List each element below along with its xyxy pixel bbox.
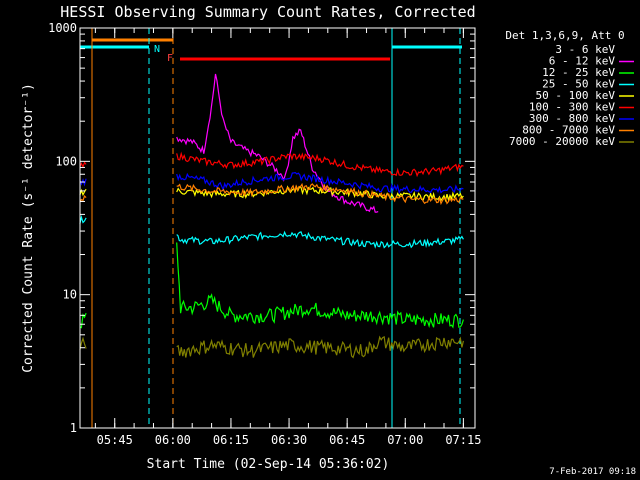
series-line-5 xyxy=(79,151,464,178)
x-tick-label-6: 07:15 xyxy=(445,433,481,447)
series-line-1 xyxy=(176,73,379,213)
mode-guides xyxy=(91,28,461,428)
x-tick-label-1: 06:00 xyxy=(155,433,191,447)
y-axis: 1 10 100 1000 xyxy=(48,21,475,435)
series-line-8 xyxy=(79,335,464,359)
series-line-6 xyxy=(79,171,464,195)
legend-label-2: 12 - 25 keV xyxy=(542,66,615,79)
x-tick-label-0: 05:45 xyxy=(97,433,133,447)
y-tick-label-0: 1 xyxy=(70,421,77,435)
x-tick-label-3: 06:30 xyxy=(271,433,307,447)
legend-label-3: 25 - 50 keV xyxy=(542,78,615,91)
x-tick-label-2: 06:15 xyxy=(213,433,249,447)
series-line-3 xyxy=(79,214,464,249)
flag-label-n: N xyxy=(154,44,160,55)
y-tick-label-3: 1000 xyxy=(48,21,77,35)
legend-label-1: 6 - 12 keV xyxy=(549,55,616,68)
series-line-outline-0 xyxy=(176,102,379,175)
series-lines xyxy=(79,73,464,359)
plot-frame xyxy=(79,27,476,429)
legend-label-7: 800 - 7000 keV xyxy=(522,124,615,137)
legend-label-4: 50 - 100 keV xyxy=(536,89,616,102)
legend-label-6: 300 - 800 keV xyxy=(529,112,615,125)
x-axis: 05:45 06:00 06:15 06:30 06:45 07:00 07:15 xyxy=(94,28,481,447)
flag-bars: NF xyxy=(80,38,462,64)
legend-label-0: 3 - 6 keV xyxy=(555,43,615,56)
y-tick-label-2: 100 xyxy=(55,154,77,168)
legend-title: Det 1,3,6,9, Att 0 xyxy=(505,29,624,42)
flag-label-f: F xyxy=(167,53,173,64)
series-line-7 xyxy=(79,182,464,206)
y-tick-label-1: 10 xyxy=(63,288,77,302)
chart-title: HESSI Observing Summary Count Rates, Cor… xyxy=(60,3,475,21)
x-axis-label: Start Time (02-Sep-14 05:36:02) xyxy=(147,457,390,472)
legend-label-5: 100 - 300 keV xyxy=(529,101,615,114)
footer-date: 7-Feb-2017 09:18 xyxy=(549,467,636,477)
x-tick-label-5: 07:00 xyxy=(387,433,423,447)
x-tick-label-4: 06:45 xyxy=(329,433,365,447)
legend-label-8: 7000 - 20000 keV xyxy=(509,135,615,148)
series-line-2 xyxy=(79,242,464,329)
y-axis-label: Corrected Count Rate (s⁻¹ detector⁻¹) xyxy=(21,83,36,373)
